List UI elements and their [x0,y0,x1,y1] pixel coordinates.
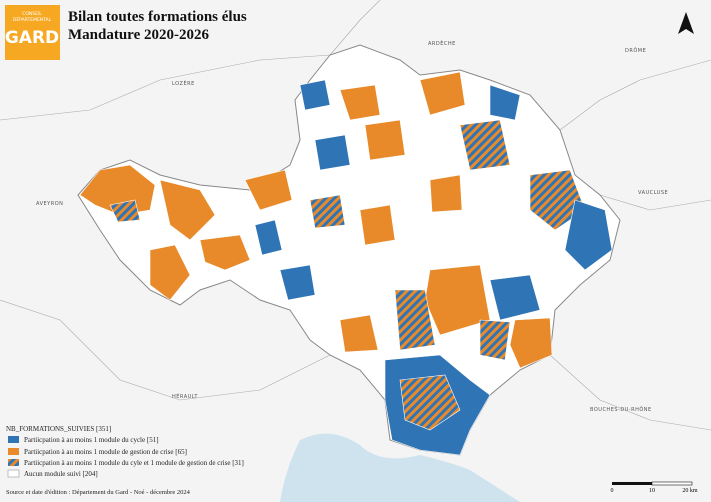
commune [159,179,216,241]
logo-text: DÉPARTEMENTAL [13,15,52,23]
legend-swatch [8,459,19,466]
commune [109,199,141,223]
commune [564,199,613,271]
sea [280,433,520,502]
neighbor-label: AVEYRON [36,201,63,207]
logo-name: GARD [5,28,59,48]
commune [199,234,251,271]
communes [79,71,613,456]
commune [399,374,461,431]
legend-swatch [8,448,19,455]
scale-segment [651,481,693,486]
commune [419,71,466,116]
neighbor-label: DRÔME [625,47,646,54]
scale-segment [612,482,652,485]
north-arrow [678,12,694,34]
commune [244,169,293,211]
title: Bilan toutes formations élus [68,9,247,25]
title: Mandature 2020-2026 [68,27,209,43]
scale-label: 20 km [682,488,698,494]
legend: NB_FORMATIONS_SUIVIES [351] Partiicpatio… [6,425,244,478]
neighbor-label: BOUCHES-DU-RHÔNE [590,406,652,413]
scale-bar: 0 10 20 km [611,481,698,494]
commune [394,289,436,351]
commune [489,84,521,121]
legend-title: NB_FORMATIONS_SUIVIES [351] [6,425,111,433]
commune [279,264,316,301]
source: Source et date d'édition : Département d… [6,489,191,496]
logo-text: CONSEIL [22,11,42,17]
commune [359,204,396,246]
commune [364,119,406,161]
logo-box [5,5,60,60]
legend-label: Partiicpation à au moins 1 module du cyc… [24,436,159,444]
logo: CONSEIL DÉPARTEMENTAL GARD [5,5,60,60]
commune [459,119,511,171]
commune [509,317,553,369]
neighbor-borders [0,0,711,431]
scale-label: 10 [649,488,655,494]
legend-swatch [7,469,20,478]
scale-label: 0 [611,488,614,494]
commune [79,164,156,216]
commune [479,319,511,361]
commune [489,274,541,321]
legend-label: Aucun module suivi [204] [24,470,98,478]
neighbor-label: LOZÈRE [172,79,195,87]
neighbor-label: HÉRAULT [172,392,198,400]
legend-swatch [8,436,19,443]
neighbor-label: VAUCLUSE [638,190,668,196]
commune [429,174,463,213]
commune [309,194,346,229]
legend-label: Partiicpation à au moins 1 module du cyl… [24,459,244,467]
commune [149,244,191,301]
commune [299,79,331,111]
commune [254,219,283,256]
neighbor-label: ARDÈCHE [428,39,456,47]
neighbor-labels: ARDÈCHE DRÔME LOZÈRE AVEYRON VAUCLUSE HÉ… [36,39,668,413]
commune [339,84,381,121]
commune [529,169,586,231]
commune [339,314,379,353]
commune [314,134,351,171]
legend-label: Partiicpation à au moins 1 module de ges… [24,448,187,456]
